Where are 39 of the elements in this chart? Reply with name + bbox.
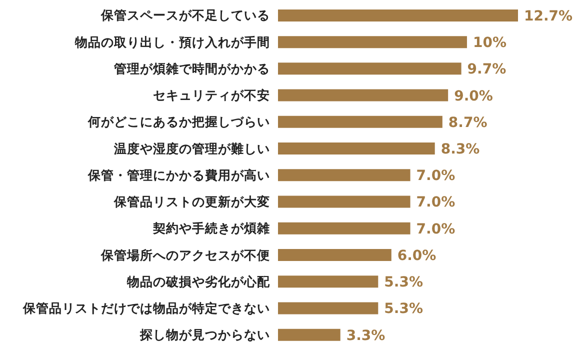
- bar: [278, 142, 435, 155]
- y-tick-label: 保管品リストだけでは物品が特定できない: [22, 300, 270, 316]
- bar: [278, 62, 462, 75]
- bar: [278, 276, 378, 288]
- data-label: 8.3%: [440, 142, 480, 158]
- bar: [278, 169, 410, 182]
- data-label: 8.7%: [448, 114, 488, 131]
- data-label: 10%: [472, 35, 506, 52]
- y-tick-label: セキュリティが不安: [153, 88, 270, 103]
- data-label: 9.7%: [467, 62, 506, 78]
- y-tick-label: 保管場所へのアクセスが不便: [100, 247, 270, 262]
- y-tick-label: 保管スペースが不足している: [100, 8, 270, 23]
- y-tick-label: 物品の取り出し・預け入れが手間: [74, 34, 270, 50]
- bar: [278, 196, 410, 208]
- data-label: 12.7%: [524, 8, 573, 24]
- y-tick-label: 保管品リストの更新が大変: [113, 194, 270, 210]
- y-tick-label: 温度や湿度の管理が難しい: [113, 140, 270, 156]
- y-tick-label: 何がどこにあるか把握しづらい: [87, 114, 270, 130]
- data-label: 3.3%: [346, 328, 386, 344]
- y-tick-label: 保管・管理にかかる費用が高い: [87, 167, 270, 182]
- data-label: 7.0%: [416, 221, 456, 238]
- data-label: 7.0%: [416, 168, 456, 184]
- bar: [278, 9, 518, 22]
- bar: [278, 328, 340, 341]
- y-tick-label: 契約や手続きが煩雑: [152, 220, 270, 236]
- data-label: 7.0%: [416, 194, 456, 211]
- data-label: 6.0%: [397, 248, 436, 264]
- bar: [278, 89, 448, 102]
- y-tick-label: 探し物が見つからない: [139, 327, 270, 342]
- data-label: 9.0%: [454, 88, 493, 104]
- bar: [278, 248, 392, 261]
- bar: [278, 116, 442, 128]
- data-label: 5.3%: [384, 301, 423, 318]
- bar: [278, 222, 410, 234]
- data-label: 5.3%: [384, 274, 423, 291]
- y-tick-label: 管理が煩雑で時間がかかる: [113, 60, 270, 76]
- bar: [278, 302, 378, 314]
- y-tick-label: 物品の破損や劣化が心配: [126, 274, 271, 289]
- bar: [278, 36, 467, 48]
